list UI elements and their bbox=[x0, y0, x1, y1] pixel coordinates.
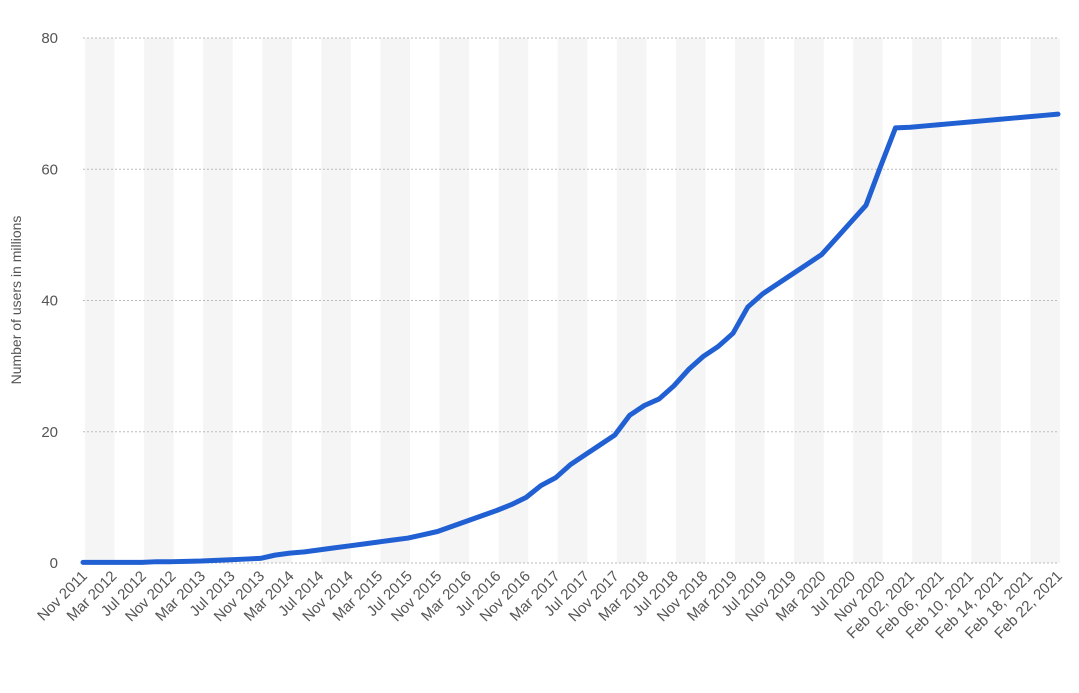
y-tick-label: 80 bbox=[41, 30, 58, 47]
y-tick-label: 20 bbox=[41, 424, 58, 441]
y-tick-label: 0 bbox=[50, 555, 58, 572]
y-axis-label: Number of users in millions bbox=[8, 216, 24, 385]
y-tick-label: 60 bbox=[41, 161, 58, 178]
data-line bbox=[80, 111, 1061, 565]
y-tick-label: 40 bbox=[41, 293, 58, 310]
